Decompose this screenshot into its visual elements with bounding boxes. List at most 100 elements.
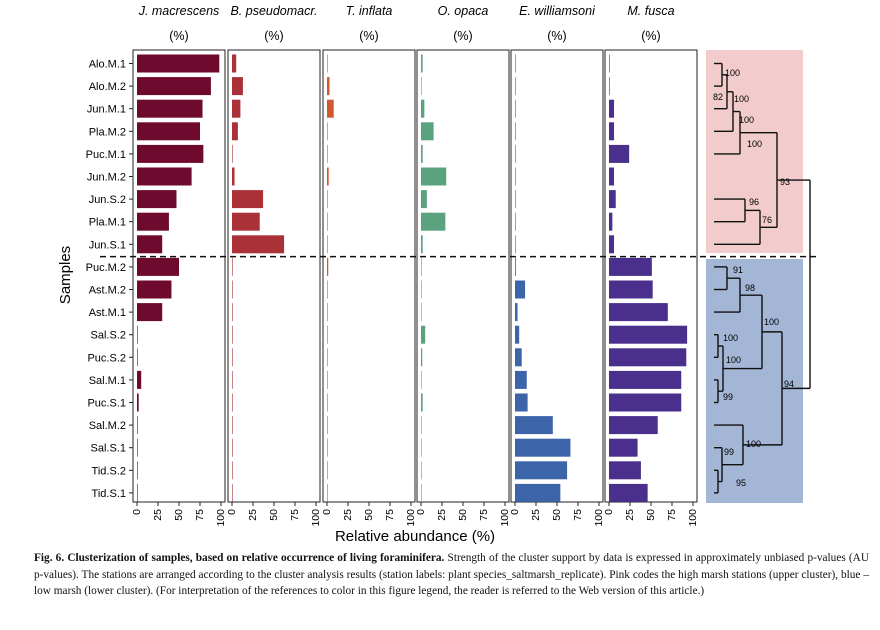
facet-2: T. inflata (%) 0 25 50 75 100 [321, 4, 417, 527]
bar [327, 303, 328, 322]
au-value-label: 82 [713, 92, 723, 102]
bar [327, 325, 328, 344]
bar [137, 257, 179, 276]
bar [137, 212, 169, 231]
bar [232, 416, 233, 435]
bar [137, 144, 204, 163]
sample-label: Pla.M.1 [89, 217, 126, 229]
bar [515, 190, 516, 209]
species-label: E. williamsoni [519, 4, 596, 18]
au-value-label: 95 [736, 478, 746, 488]
bar [137, 99, 203, 118]
bar [609, 348, 687, 367]
au-value-label: 99 [723, 392, 733, 402]
au-value-label: 96 [749, 197, 759, 207]
bar [232, 483, 233, 502]
bar [515, 483, 561, 502]
sample-label: Tid.S.1 [92, 488, 126, 500]
sample-label: Sal.S.2 [91, 330, 126, 342]
bar [232, 212, 260, 231]
facet-3: O. opaca (%) 0 25 50 75 100 [415, 4, 511, 527]
au-value-label: 93 [780, 177, 790, 187]
bar [137, 190, 177, 209]
bar [515, 212, 516, 231]
sample-label: Sal.M.2 [89, 420, 126, 432]
sample-labels: Alo.M.1 Alo.M.2 Jun.M.1 Pla.M.2 Puc.M.1 Jun.M… [86, 59, 818, 500]
bar [515, 416, 553, 435]
x-tick-label: 75 [572, 509, 584, 521]
x-tick-label: 75 [289, 509, 301, 521]
bar [421, 393, 423, 412]
facet-0: J. macrescens (%) 0 25 50 75 100 [131, 4, 227, 527]
bar [515, 280, 526, 299]
au-value-label: 76 [762, 215, 772, 225]
bar [327, 235, 328, 254]
bar [137, 393, 139, 412]
bar [232, 144, 233, 163]
au-value-label: 100 [725, 68, 740, 78]
bar [137, 235, 163, 254]
bar [327, 77, 330, 96]
bar [137, 461, 138, 480]
x-tick-label: 100 [310, 509, 322, 527]
bar [232, 190, 264, 209]
bar [232, 348, 233, 367]
bar [137, 348, 138, 367]
bar [327, 54, 328, 73]
x-tick-label: 100 [593, 509, 605, 527]
bar [609, 393, 682, 412]
x-tick-label: 100 [499, 509, 511, 527]
au-value-label: 100 [723, 333, 738, 343]
unit-label: (%) [641, 29, 660, 43]
x-tick-label: 25 [436, 509, 448, 521]
x-tick-label: 25 [624, 509, 636, 521]
sample-label: Jun.M.2 [87, 172, 126, 184]
bar [609, 257, 652, 276]
bar [232, 77, 243, 96]
bar [421, 438, 422, 457]
bar [232, 122, 238, 141]
bar [609, 54, 610, 73]
bar [609, 122, 615, 141]
x-tick-label: 50 [457, 509, 469, 521]
bar [421, 257, 422, 276]
sample-label: Sal.M.1 [89, 375, 126, 387]
bar [421, 77, 422, 96]
unit-label: (%) [169, 29, 188, 43]
panel-frame [132, 49, 226, 503]
species-label: M. fusca [627, 4, 674, 18]
bar [421, 235, 423, 254]
bar [232, 438, 233, 457]
caption-text: Strength of the cluster support by data … [34, 552, 869, 597]
species-label: J. macrescens [138, 4, 220, 18]
species-label: T. inflata [346, 4, 393, 18]
sample-label: Pla.M.2 [89, 126, 126, 138]
bar [232, 54, 237, 73]
x-tick-label: 50 [173, 509, 185, 521]
bar [421, 370, 422, 389]
bar [609, 438, 638, 457]
bar [232, 303, 233, 322]
bar [515, 438, 571, 457]
sample-label: Jun.M.1 [87, 104, 126, 116]
bar [609, 99, 615, 118]
sample-label: Ast.M.1 [89, 307, 126, 319]
x-tick-label: 0 [603, 509, 615, 515]
bar [232, 280, 233, 299]
bar [232, 99, 241, 118]
x-tick-label: 25 [152, 509, 164, 521]
bar [137, 54, 220, 73]
panel-frame [227, 49, 321, 503]
x-tick-label: 0 [131, 509, 143, 515]
bar [327, 483, 328, 502]
bar [137, 77, 211, 96]
au-value-label: 100 [734, 94, 749, 104]
bar [137, 325, 138, 344]
x-tick-label: 75 [384, 509, 396, 521]
bar [232, 393, 233, 412]
bar [421, 167, 447, 186]
au-value-label: 91 [733, 265, 743, 275]
x-tick-label: 50 [268, 509, 280, 521]
bar [327, 370, 328, 389]
